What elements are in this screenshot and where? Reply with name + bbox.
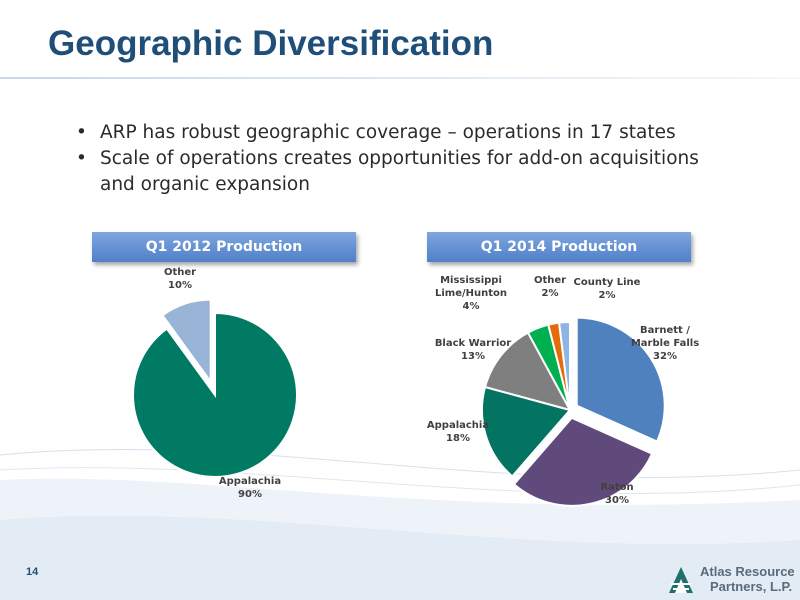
logo-line-1: Atlas Resource [700,564,795,579]
chart-header-2014: Q1 2014 Production [427,232,691,262]
pie-slice-county-line [557,320,571,411]
slice-label-other: Other 2% [534,275,566,299]
pie-slice-raton [512,416,654,507]
bullet-item: • Scale of operations creates opportuniti… [76,148,699,195]
pie-slice-other [161,298,212,385]
pie-slice-black-warrior [483,331,572,412]
slice-label-black-warrior: Black Warrior 13% [435,338,511,362]
slice-label-barnett-marble-falls: Barnett / Marble Falls 32% [631,325,699,362]
slice-label-county-line: County Line 2% [574,277,641,301]
slice-label-appalachia: Appalachia 90% [219,476,281,500]
bullet-list: • ARP has robust geographic coverage – op… [76,120,716,198]
slice-label-other: Other 10% [164,267,196,291]
bullet-dot-icon: • [76,122,87,143]
slide-title: Geographic Diversification [48,24,494,63]
slice-label-appalachia: Appalachia 18% [427,420,489,444]
page-number: 14 [26,566,39,578]
slice-label-mississippi-lime-hunton: Mississippi Lime/Hunton 4% [435,275,507,312]
bullet-dot-icon: • [76,148,87,169]
bullet-item: • ARP has robust geographic coverage – op… [76,120,716,146]
pie-slice-appalachia [481,385,572,478]
chart-header-2012: Q1 2012 Production [92,232,356,262]
company-logo-text: Atlas Resource Partners, L.P. [700,564,795,594]
atlas-logo-icon [669,567,693,593]
pie-slice-mississippi-lime-hunton [526,323,571,411]
pie-slice-barnett-marble-falls [575,316,666,443]
logo-line-2: Partners, L.P. [710,579,793,594]
pie-slice-other [547,321,571,411]
title-divider [0,77,800,79]
pie-slice-appalachia [132,311,298,478]
slice-label-raton: Raton 30% [600,482,633,506]
